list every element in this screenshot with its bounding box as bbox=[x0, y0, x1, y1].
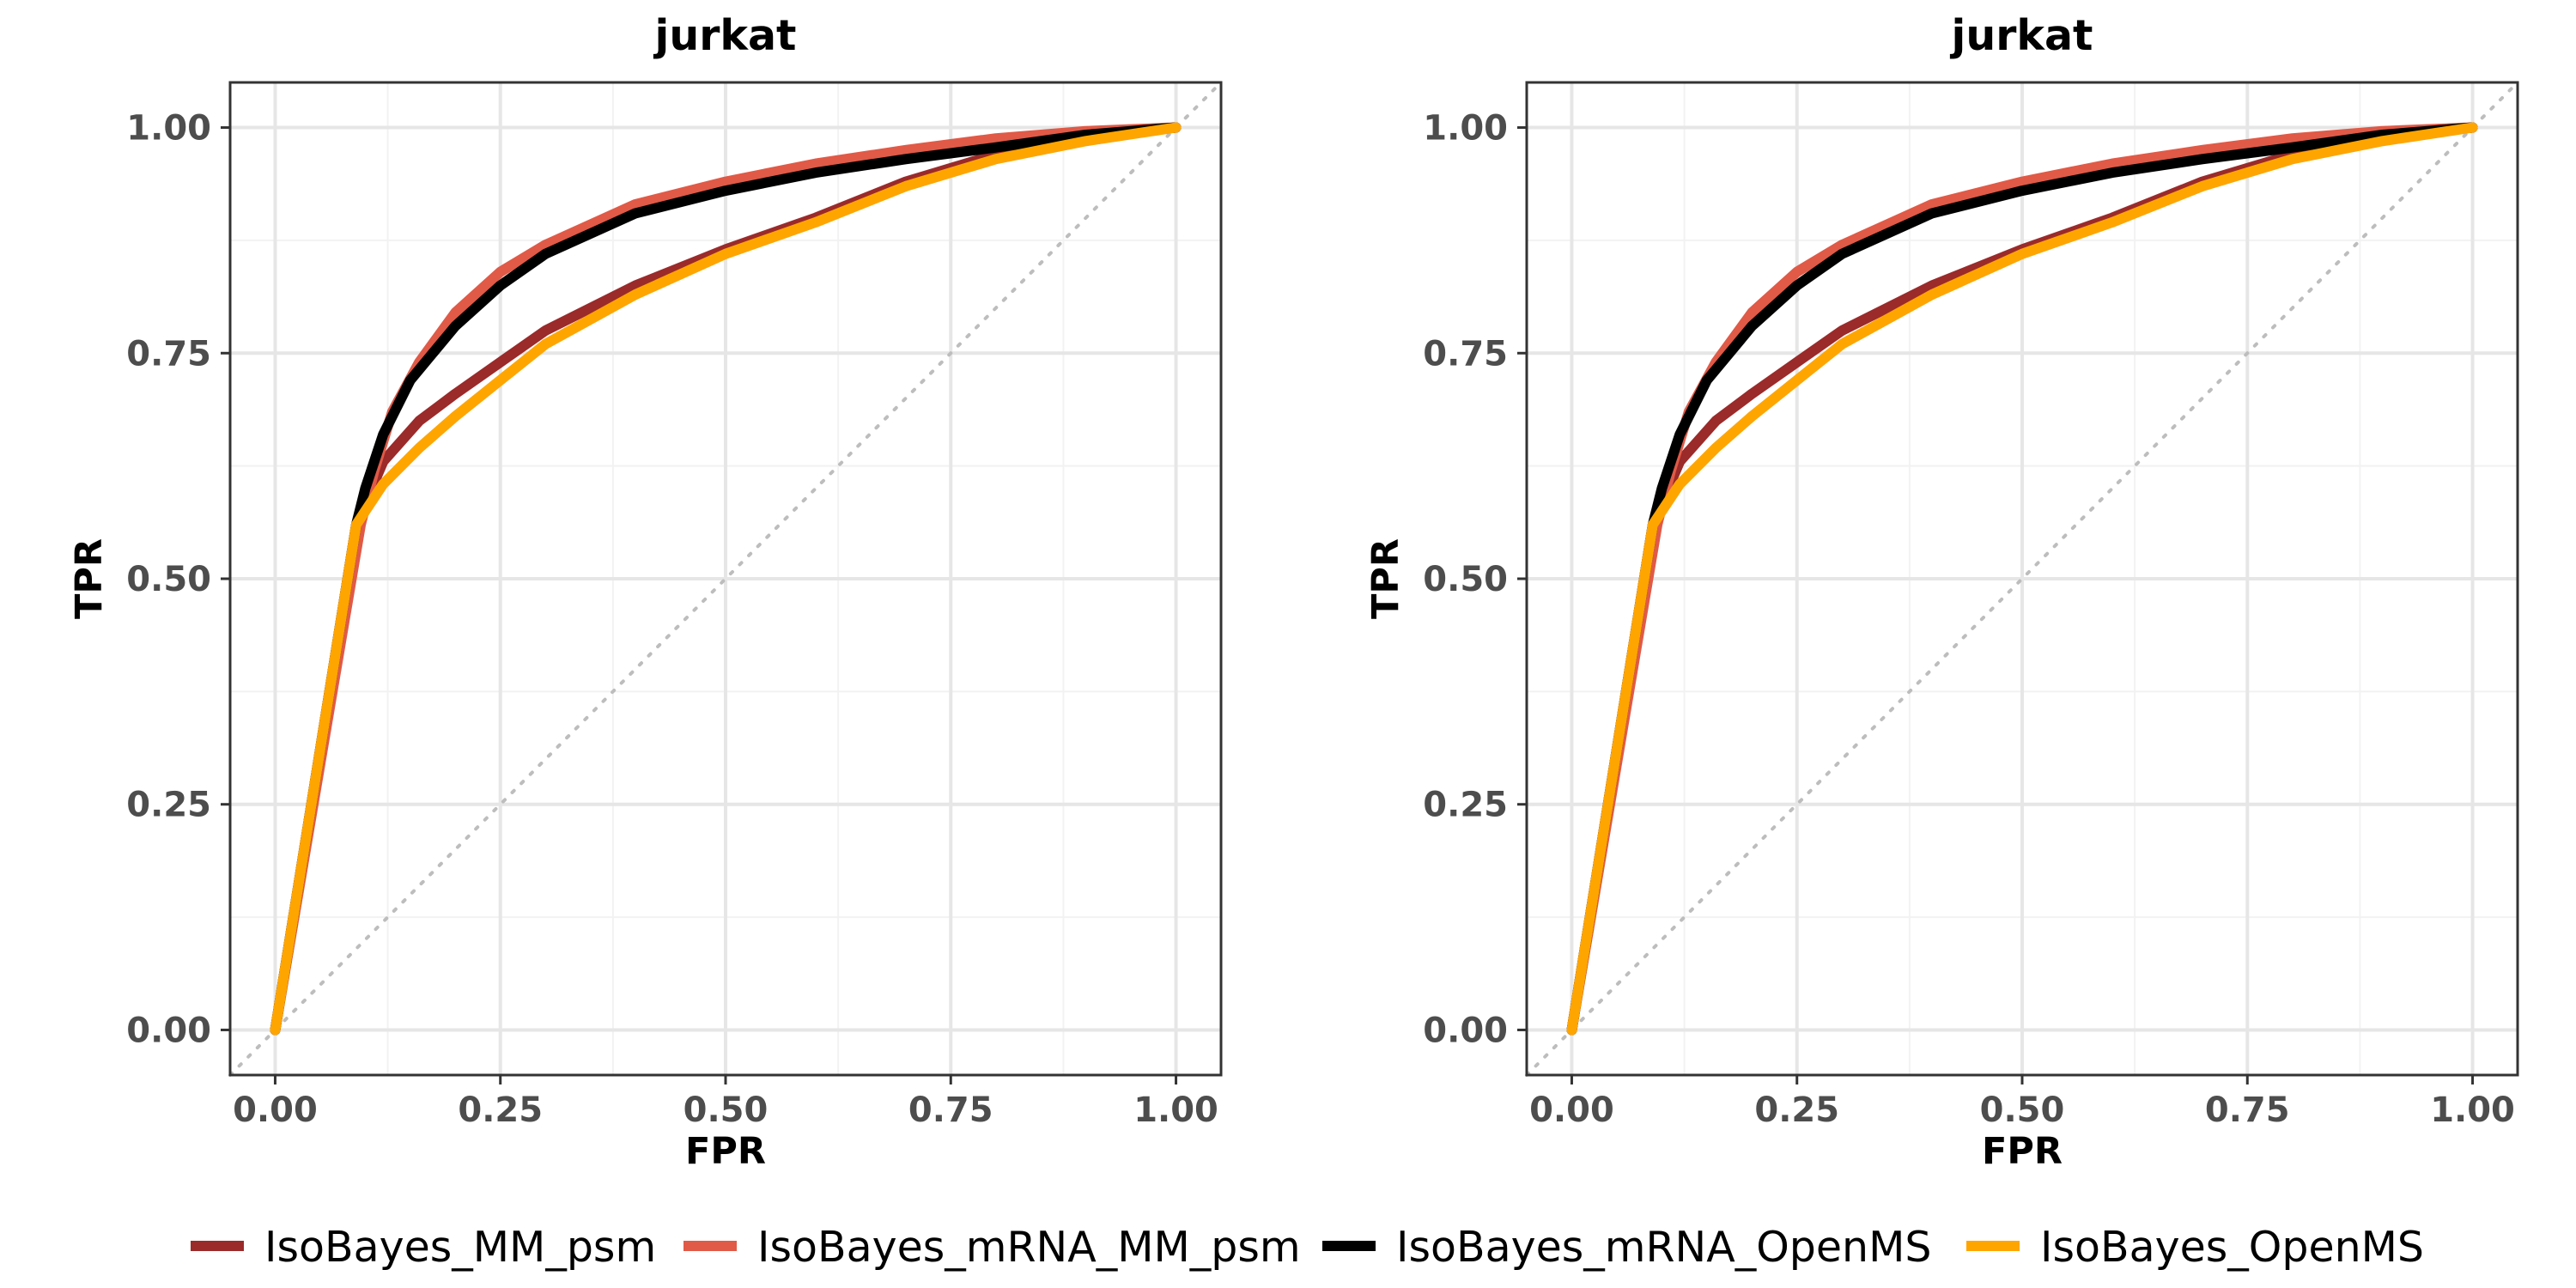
y-tick-label: 0.25 bbox=[126, 786, 211, 825]
legend-item-isobayes-mrna-openms: IsoBayes_mRNA_OpenMS bbox=[1322, 1223, 1931, 1272]
x-tick-label: 0.50 bbox=[683, 1091, 769, 1130]
x-tick-label: 0.25 bbox=[1754, 1091, 1839, 1130]
x-tick-label: 0.00 bbox=[1529, 1091, 1614, 1130]
panel-title: jurkat bbox=[1950, 11, 2093, 60]
x-tick-label: 0.25 bbox=[458, 1091, 543, 1130]
y-tick-label: 0.75 bbox=[1423, 334, 1508, 374]
y-tick-label: 0.00 bbox=[126, 1011, 211, 1050]
series-line-isobayes-mrna-openms bbox=[270, 122, 1182, 1036]
y-axis-title: TPR bbox=[68, 538, 111, 619]
chart-panel-left: jurkat FPR TPR 0.00 0.25 0.50 0.75 1.00 0.00 0… bbox=[68, 11, 1223, 1173]
y-tick-label: 1.00 bbox=[1423, 109, 1508, 149]
legend: IsoBayes_MM_psm IsoBayes_mRNA_MM_psm Iso… bbox=[191, 1223, 2424, 1272]
x-axis-title: FPR bbox=[1982, 1130, 2063, 1173]
x-tick-label: 1.00 bbox=[1133, 1091, 1218, 1130]
series-line-isobayes-mrna-openms bbox=[1566, 122, 2478, 1036]
x-tick-label: 0.75 bbox=[908, 1091, 993, 1130]
legend-item-isobayes-mm-psm: IsoBayes_MM_psm bbox=[191, 1223, 656, 1272]
chart-panel-right: jurkat FPR TPR 0.00 0.25 0.50 0.75 1.00 0.00 0… bbox=[1364, 11, 2519, 1173]
legend-item-isobayes-mrna-mm-psm: IsoBayes_mRNA_MM_psm bbox=[683, 1223, 1301, 1272]
legend-label: IsoBayes_mRNA_OpenMS bbox=[1396, 1223, 1931, 1272]
legend-label: IsoBayes_MM_psm bbox=[264, 1223, 656, 1272]
x-tick-label: 0.00 bbox=[233, 1091, 318, 1130]
series-line-isobayes-openms bbox=[1566, 122, 2478, 1036]
plot-area bbox=[228, 81, 1223, 1077]
legend-label: IsoBayes_OpenMS bbox=[2040, 1223, 2424, 1272]
x-tick-label: 0.50 bbox=[1980, 1091, 2065, 1130]
y-axis-title: TPR bbox=[1364, 538, 1407, 619]
y-tick-label: 0.25 bbox=[1423, 786, 1508, 825]
y-tick-label: 0.75 bbox=[126, 334, 211, 374]
diagonal-reference-line bbox=[228, 81, 1223, 1077]
y-tick-label: 0.00 bbox=[1423, 1011, 1508, 1050]
y-tick-label: 0.50 bbox=[126, 560, 211, 599]
legend-label: IsoBayes_mRNA_MM_psm bbox=[757, 1223, 1301, 1272]
x-tick-label: 1.00 bbox=[2430, 1091, 2515, 1130]
x-axis-title: FPR bbox=[685, 1130, 766, 1173]
plot-area bbox=[1525, 81, 2519, 1077]
series-line-isobayes-openms bbox=[270, 122, 1182, 1036]
panel-title: jurkat bbox=[653, 11, 797, 60]
x-tick-label: 0.75 bbox=[2205, 1091, 2290, 1130]
y-tick-label: 1.00 bbox=[126, 109, 211, 149]
y-tick-label: 0.50 bbox=[1423, 560, 1508, 599]
legend-item-isobayes-openms: IsoBayes_OpenMS bbox=[1966, 1223, 2424, 1272]
diagonal-reference-line bbox=[1525, 81, 2519, 1077]
